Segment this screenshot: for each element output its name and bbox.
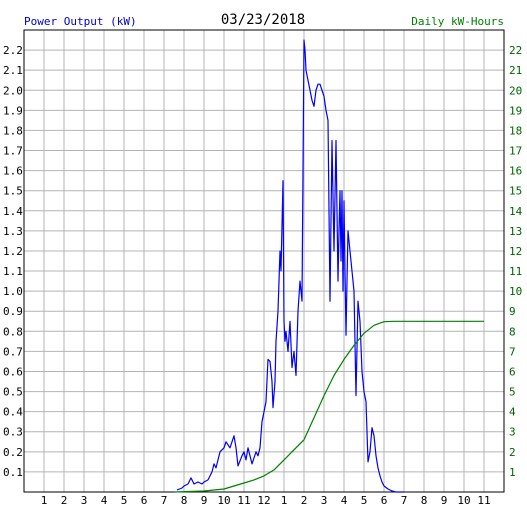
y2-tick-label: 14 — [509, 205, 523, 218]
x-tick-label: 3 — [321, 494, 328, 507]
y2-tick-label: 12 — [509, 245, 522, 258]
x-tick-label: 5 — [361, 494, 368, 507]
right-axis-title: Daily kW-Hours — [411, 15, 504, 28]
x-tick-label: 9 — [441, 494, 448, 507]
daily-kwh-series-line — [173, 320, 484, 493]
x-tick-label: 2 — [61, 494, 68, 507]
y-tick-label: 0.9 — [3, 305, 23, 318]
y-tick-label: 2.1 — [3, 64, 23, 77]
x-tick-label: 3 — [81, 494, 88, 507]
y-tick-label: 0.5 — [3, 386, 23, 399]
y2-tick-label: 21 — [509, 64, 522, 77]
x-tick-label: 11 — [237, 494, 250, 507]
y2-tick-label: 18 — [509, 124, 522, 137]
y-tick-label: 1.7 — [3, 145, 23, 158]
y2-tick-label: 13 — [509, 225, 522, 238]
y-tick-label: 0.1 — [3, 466, 23, 479]
grid-layer — [23, 29, 505, 493]
y2-tick-label: 8 — [509, 325, 516, 338]
y-tick-label: 0.7 — [3, 345, 23, 358]
x-tick-label: 11 — [477, 494, 490, 507]
y2-tick-label: 16 — [509, 165, 522, 178]
x-tick-label: 7 — [401, 494, 408, 507]
y2-tick-label: 11 — [509, 265, 522, 278]
series-layer — [173, 39, 484, 493]
y-tick-label: 1.5 — [3, 185, 23, 198]
y2-tick-label: 4 — [509, 406, 516, 419]
x-tick-label: 8 — [421, 494, 428, 507]
y2-tick-label: 1 — [509, 466, 516, 479]
y2-tick-label: 10 — [509, 285, 522, 298]
y-tick-label: 0.6 — [3, 365, 23, 378]
x-tick-label: 10 — [457, 494, 470, 507]
y2-tick-label: 7 — [509, 345, 516, 358]
y-tick-label: 0.2 — [3, 446, 23, 459]
y-tick-label: 1.0 — [3, 285, 23, 298]
left-axis-title: Power Output (kW) — [24, 15, 137, 28]
x-tick-label: 4 — [101, 494, 108, 507]
chart-date-title: 03/23/2018 — [221, 12, 305, 28]
x-tick-label: 1 — [41, 494, 48, 507]
y-tick-label: 1.6 — [3, 165, 23, 178]
y2-tick-label: 9 — [509, 305, 516, 318]
y-tick-label: 1.4 — [3, 205, 23, 218]
x-tick-label: 5 — [121, 494, 128, 507]
x-tick-label: 1 — [281, 494, 288, 507]
y-tick-label: 1.2 — [3, 245, 23, 258]
x-tick-label: 6 — [141, 494, 148, 507]
plot-frame — [23, 29, 505, 493]
y2-tick-label: 2 — [509, 446, 516, 459]
y-tick-label: 0.3 — [3, 426, 23, 439]
y2-tick-label: 20 — [509, 84, 522, 97]
y2-tick-label: 15 — [509, 185, 522, 198]
x-tick-label: 9 — [201, 494, 208, 507]
y-tick-label: 0.8 — [3, 325, 23, 338]
y-tick-label: 2.2 — [3, 44, 23, 57]
x-tick-label: 8 — [181, 494, 188, 507]
y2-tick-label: 3 — [509, 426, 516, 439]
x-tick-label: 2 — [301, 494, 308, 507]
y2-tick-label: 6 — [509, 365, 516, 378]
y-tick-label: 1.3 — [3, 225, 23, 238]
axis-layer: 0.1 0.2 0.3 0.4 0.5 0.6 0.7 0.8 0.9 1.0 1.1 1.2 1.3 1… — [3, 44, 523, 507]
x-tick-label: 4 — [341, 494, 348, 507]
y-tick-label: 1.1 — [3, 265, 23, 278]
x-tick-label: 10 — [217, 494, 230, 507]
y2-tick-label: 22 — [509, 44, 522, 57]
y2-tick-label: 17 — [509, 145, 522, 158]
y-tick-label: 1.8 — [3, 124, 23, 137]
y-tick-label: 0.4 — [3, 406, 23, 419]
y-tick-label: 1.9 — [3, 104, 23, 117]
x-tick-label: 12 — [257, 494, 270, 507]
x-tick-label: 7 — [161, 494, 168, 507]
y-tick-label: 2.0 — [3, 84, 23, 97]
y2-tick-label: 5 — [509, 386, 516, 399]
power-output-series-line — [176, 39, 404, 493]
x-tick-label: 6 — [381, 494, 388, 507]
y2-tick-label: 19 — [509, 104, 522, 117]
